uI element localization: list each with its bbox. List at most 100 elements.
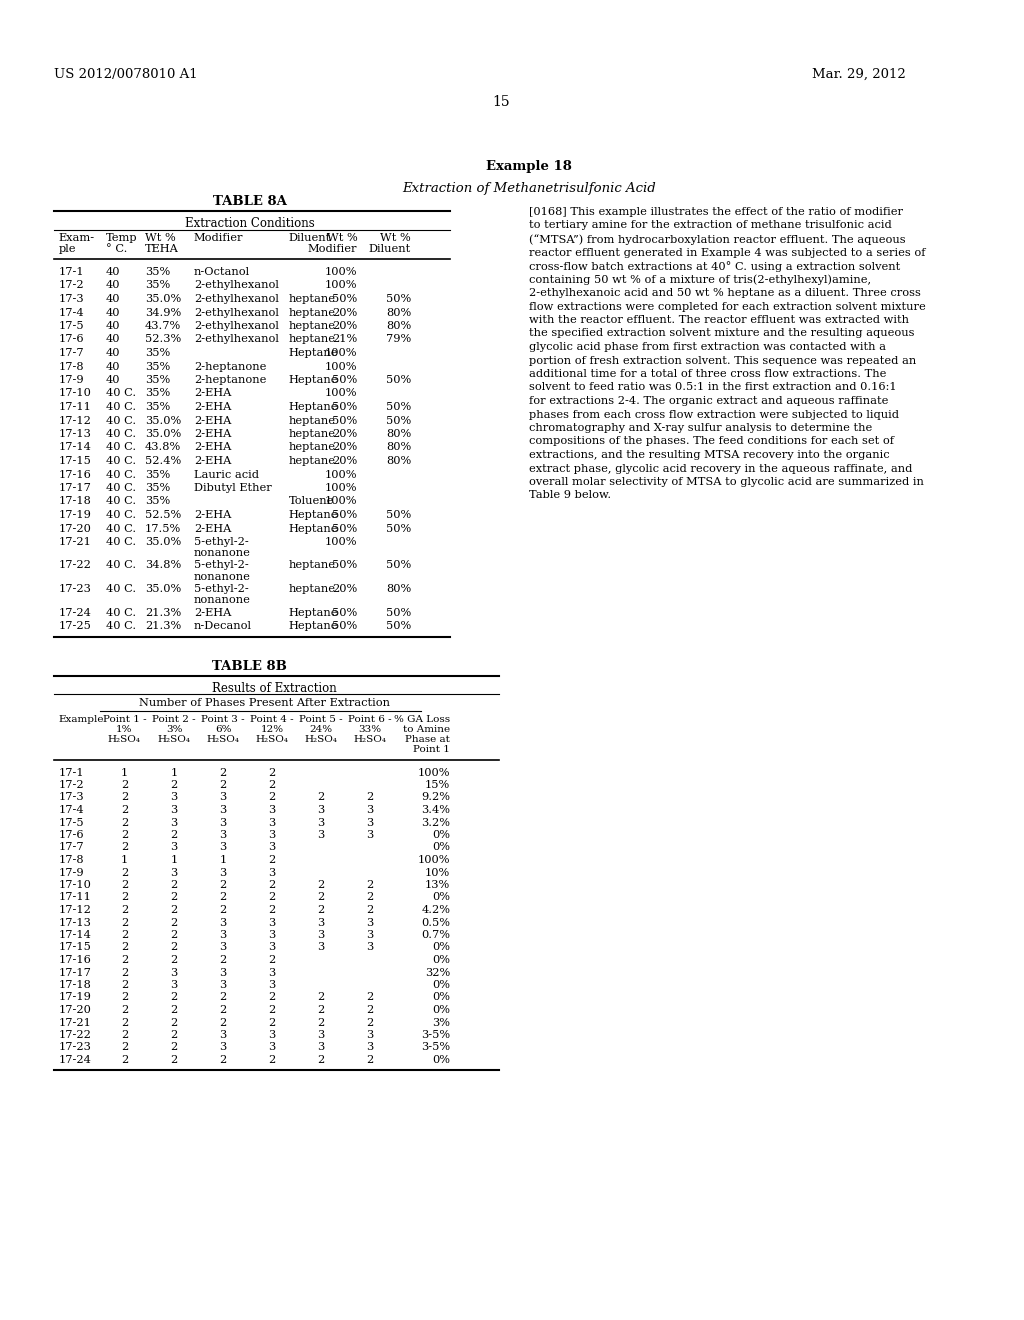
Text: 3: 3 [268,979,275,990]
Text: compositions of the phases. The feed conditions for each set of: compositions of the phases. The feed con… [528,437,894,446]
Text: 50%: 50% [386,607,411,618]
Text: 2: 2 [121,1055,128,1065]
Text: 2: 2 [268,1005,275,1015]
Text: 17-2: 17-2 [58,281,84,290]
Text: Table 9 below.: Table 9 below. [528,491,610,500]
Text: 52.3%: 52.3% [144,334,181,345]
Text: 17-5: 17-5 [58,321,84,331]
Text: 15: 15 [493,95,510,110]
Text: 3: 3 [171,817,178,828]
Text: 2: 2 [219,880,226,890]
Text: 100%: 100% [325,470,357,479]
Text: 35%: 35% [144,483,170,492]
Text: ple: ple [58,244,76,253]
Text: 3: 3 [317,942,325,953]
Text: 100%: 100% [325,496,357,507]
Text: 2-ethylhexanol: 2-ethylhexanol [194,308,279,318]
Text: 17-14: 17-14 [58,442,91,453]
Text: 40 C.: 40 C. [105,524,136,533]
Text: 17-24: 17-24 [58,607,91,618]
Text: 3: 3 [219,792,226,803]
Text: 50%: 50% [332,620,357,631]
Text: 2: 2 [268,954,275,965]
Text: 34.9%: 34.9% [144,308,181,318]
Text: 1%: 1% [116,725,132,734]
Text: Point 1: Point 1 [414,744,451,754]
Text: Temp: Temp [105,234,137,243]
Text: 3: 3 [367,805,374,814]
Text: 17-19: 17-19 [58,510,91,520]
Text: Point 3 -: Point 3 - [202,714,245,723]
Text: 17-3: 17-3 [58,792,84,803]
Text: Wt %: Wt % [380,234,411,243]
Text: 80%: 80% [386,583,411,594]
Text: 33%: 33% [358,725,382,734]
Text: 2: 2 [317,792,325,803]
Text: Number of Phases Present After Extraction: Number of Phases Present After Extractio… [139,698,390,709]
Text: H₂SO₄: H₂SO₄ [353,734,386,743]
Text: chromatography and X-ray sulfur analysis to determine the: chromatography and X-ray sulfur analysis… [528,422,871,433]
Text: 17-20: 17-20 [58,524,91,533]
Text: 2: 2 [171,993,178,1002]
Text: 2: 2 [268,880,275,890]
Text: 3: 3 [317,805,325,814]
Text: 21%: 21% [332,334,357,345]
Text: 3: 3 [219,917,226,928]
Text: 3: 3 [219,817,226,828]
Text: 3: 3 [219,830,226,840]
Text: heptane: heptane [289,561,336,570]
Text: 50%: 50% [332,561,357,570]
Text: 40: 40 [105,267,120,277]
Text: 21.3%: 21.3% [144,607,181,618]
Text: US 2012/0078010 A1: US 2012/0078010 A1 [54,69,198,81]
Text: 35%: 35% [144,403,170,412]
Text: Wt %: Wt % [144,234,176,243]
Text: 100%: 100% [325,537,357,546]
Text: 0%: 0% [432,1055,451,1065]
Text: with the reactor effluent. The reactor effluent was extracted with: with the reactor effluent. The reactor e… [528,315,908,325]
Text: 2: 2 [121,1018,128,1027]
Text: 2: 2 [171,931,178,940]
Text: 2: 2 [219,1055,226,1065]
Text: 17-23: 17-23 [58,1043,91,1052]
Text: 2: 2 [121,1030,128,1040]
Text: heptane: heptane [289,583,336,594]
Text: 3: 3 [317,931,325,940]
Text: 2: 2 [268,993,275,1002]
Text: H₂SO₄: H₂SO₄ [256,734,289,743]
Text: 50%: 50% [386,416,411,425]
Text: 40 C.: 40 C. [105,470,136,479]
Text: 3: 3 [219,867,226,878]
Text: 2: 2 [171,780,178,789]
Text: 2: 2 [171,1055,178,1065]
Text: 40 C.: 40 C. [105,403,136,412]
Text: 3%: 3% [166,725,182,734]
Text: 2: 2 [268,1018,275,1027]
Text: 0%: 0% [432,830,451,840]
Text: 0.5%: 0.5% [421,917,451,928]
Text: 80%: 80% [386,308,411,318]
Text: 20%: 20% [332,308,357,318]
Text: 2-EHA: 2-EHA [194,388,231,399]
Text: 32%: 32% [425,968,451,978]
Text: to Amine: to Amine [403,725,451,734]
Text: 17-4: 17-4 [58,805,84,814]
Text: H₂SO₄: H₂SO₄ [207,734,240,743]
Text: 17-13: 17-13 [58,917,91,928]
Text: 40 C.: 40 C. [105,429,136,440]
Text: 17-22: 17-22 [58,561,91,570]
Text: 3: 3 [317,830,325,840]
Text: 2-ethylhexanol: 2-ethylhexanol [194,294,279,304]
Text: extractions, and the resulting MTSA recovery into the organic: extractions, and the resulting MTSA reco… [528,450,889,459]
Text: 40 C.: 40 C. [105,561,136,570]
Text: Lauric acid: Lauric acid [194,470,259,479]
Text: 2: 2 [219,1018,226,1027]
Text: 3: 3 [268,931,275,940]
Text: 79%: 79% [386,334,411,345]
Text: 40: 40 [105,348,120,358]
Text: 2-EHA: 2-EHA [194,524,231,533]
Text: 43.7%: 43.7% [144,321,181,331]
Text: 2: 2 [121,830,128,840]
Text: 17-18: 17-18 [58,979,91,990]
Text: 3: 3 [219,931,226,940]
